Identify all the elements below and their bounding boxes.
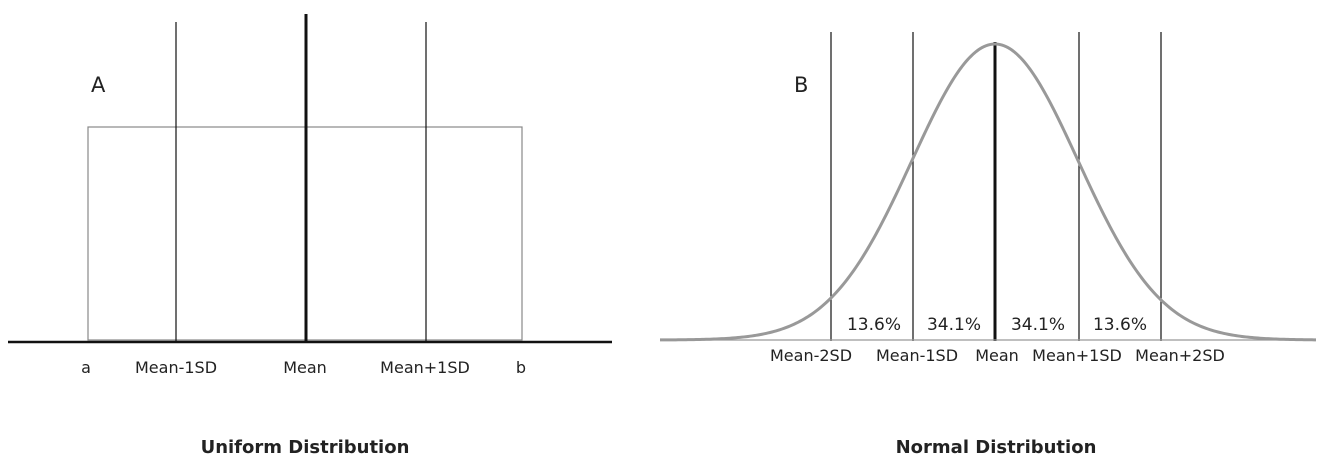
normal-label-mean-minus-1sd: Mean-1SD [876,346,958,365]
uniform-label-b: b [516,358,526,377]
normal-curve [660,42,1317,342]
uniform-label-mean-plus-1sd: Mean+1SD [380,358,470,377]
normal-label-mean-plus-2sd: Mean+2SD [1135,346,1225,365]
normal-label-mean-plus-1sd: Mean+1SD [1032,346,1122,365]
normal-pct-mean-plus1: 34.1% [1011,315,1065,335]
uniform-caption: Uniform Distribution [201,437,410,458]
normal-pct-minus2-minus1: 13.6% [847,315,901,335]
normal-caption: Normal Distribution [896,437,1097,458]
uniform-label-a: a [81,358,91,377]
normal-pct-minus1-mean: 34.1% [927,315,981,335]
uniform-panel-letter: A [91,73,106,97]
normal-label-mean-minus-2sd: Mean-2SD [770,346,852,365]
normal-label-mean: Mean [975,346,1019,365]
uniform-panel: A a Mean-1SD Mean Mean+1SD b Uniform Dis… [8,14,612,458]
normal-panel-letter: B [794,73,808,97]
normal-pct-plus1-plus2: 13.6% [1093,315,1147,335]
normal-panel: B 13.6% 34.1% 34.1% 13.6% Mean-2SD Mean-… [660,32,1317,458]
uniform-label-mean-minus-1sd: Mean-1SD [135,358,217,377]
uniform-label-mean: Mean [283,358,327,377]
